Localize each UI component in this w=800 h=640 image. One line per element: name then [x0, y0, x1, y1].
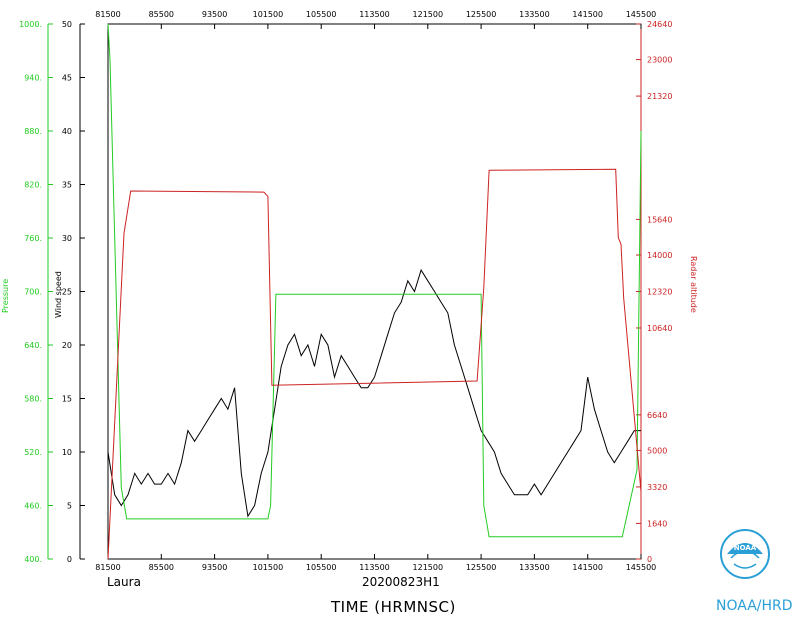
wind-tick-label: 5	[67, 502, 72, 511]
pressure-tick-label: 760.	[24, 234, 42, 243]
wind-tick-label: 20	[62, 341, 72, 350]
wind-tick-label: 35	[62, 181, 72, 190]
altitude-axis-label: Radar altitude	[689, 256, 698, 313]
flight-id-label: 20200823H1	[362, 575, 440, 589]
noaa-logo-icon: NOAA	[720, 529, 770, 579]
x-tick-label-bottom: 81500	[95, 563, 120, 572]
x-tick-label-bottom: 133500	[519, 563, 550, 572]
wind-tick-label: 40	[62, 127, 72, 136]
altitude-tick-label: 5000	[647, 446, 667, 455]
altitude-tick-label: 12320	[647, 288, 672, 297]
x-axis-title: TIME (HRMNSC)	[331, 598, 456, 616]
wind-tick-label: 45	[62, 74, 72, 83]
altitude-tick-label: 3320	[647, 483, 667, 492]
wind-speed-series-line	[107, 268, 641, 518]
wind-tick-label: 30	[62, 234, 72, 243]
pressure-tick-label: 1000.	[19, 20, 42, 29]
x-tick-label-top: 113500	[359, 10, 390, 19]
altitude-tick-label: 21320	[647, 92, 672, 101]
wind-tick-label: 15	[62, 395, 72, 404]
altitude-tick-label: 1640	[647, 519, 667, 528]
x-tick-label-top: 125500	[466, 10, 497, 19]
x-tick-label-top: 145500	[626, 10, 657, 19]
x-tick-label-bottom: 121500	[413, 563, 444, 572]
pressure-tick-label: 880.	[24, 127, 42, 136]
x-tick-label-top: 141500	[572, 10, 603, 19]
x-tick-label-top: 101500	[253, 10, 284, 19]
wind-axis-label: Wind speed	[54, 271, 63, 318]
pressure-tick-label: 700.	[24, 288, 42, 297]
pressure-series-line	[107, 23, 642, 538]
pressure-tick-label: 640.	[24, 341, 42, 350]
altitude-tick-label: 24640	[647, 20, 672, 29]
wind-tick-label: 50	[62, 20, 72, 29]
radar-altitude-series-line	[107, 168, 642, 560]
x-tick-label-top: 133500	[519, 10, 550, 19]
pressure-tick-label: 520.	[24, 448, 42, 457]
pressure-tick-label: 940.	[24, 74, 42, 83]
pressure-tick-label: 400.	[24, 555, 42, 564]
x-tick-label-bottom: 85500	[149, 563, 174, 572]
x-tick-label-bottom: 93500	[202, 563, 227, 572]
svg-text:NOAA: NOAA	[734, 544, 757, 552]
x-tick-label-bottom: 101500	[253, 563, 284, 572]
wind-tick-label: 10	[62, 448, 72, 457]
pressure-tick-label: 580.	[24, 395, 42, 404]
x-tick-label-top: 105500	[306, 10, 337, 19]
wind-tick-label: 0	[67, 555, 72, 564]
x-tick-label-bottom: 113500	[359, 563, 390, 572]
x-tick-label-top: 121500	[413, 10, 444, 19]
organization-label: NOAA/HRD	[716, 598, 793, 614]
x-tick-label-bottom: 105500	[306, 563, 337, 572]
x-tick-label-top: 85500	[149, 10, 174, 19]
altitude-tick-label: 10640	[647, 324, 672, 333]
pressure-tick-label: 460.	[24, 502, 42, 511]
x-tick-label-top: 93500	[202, 10, 227, 19]
x-tick-label-bottom: 125500	[466, 563, 497, 572]
altitude-tick-label: 14000	[647, 251, 672, 260]
storm-name-label: Laura	[107, 575, 141, 589]
x-tick-label-bottom: 145500	[626, 563, 657, 572]
x-tick-label-bottom: 141500	[572, 563, 603, 572]
x-tick-label-top: 81500	[95, 10, 120, 19]
altitude-tick-label: 0	[647, 555, 652, 564]
pressure-axis-label: Pressure	[1, 278, 10, 313]
plot-frame	[107, 23, 642, 560]
altitude-tick-label: 15640	[647, 215, 672, 224]
altitude-tick-label: 6640	[647, 411, 667, 420]
pressure-tick-label: 820.	[24, 181, 42, 190]
altitude-tick-label: 23000	[647, 56, 672, 65]
wind-tick-label: 25	[62, 288, 72, 297]
